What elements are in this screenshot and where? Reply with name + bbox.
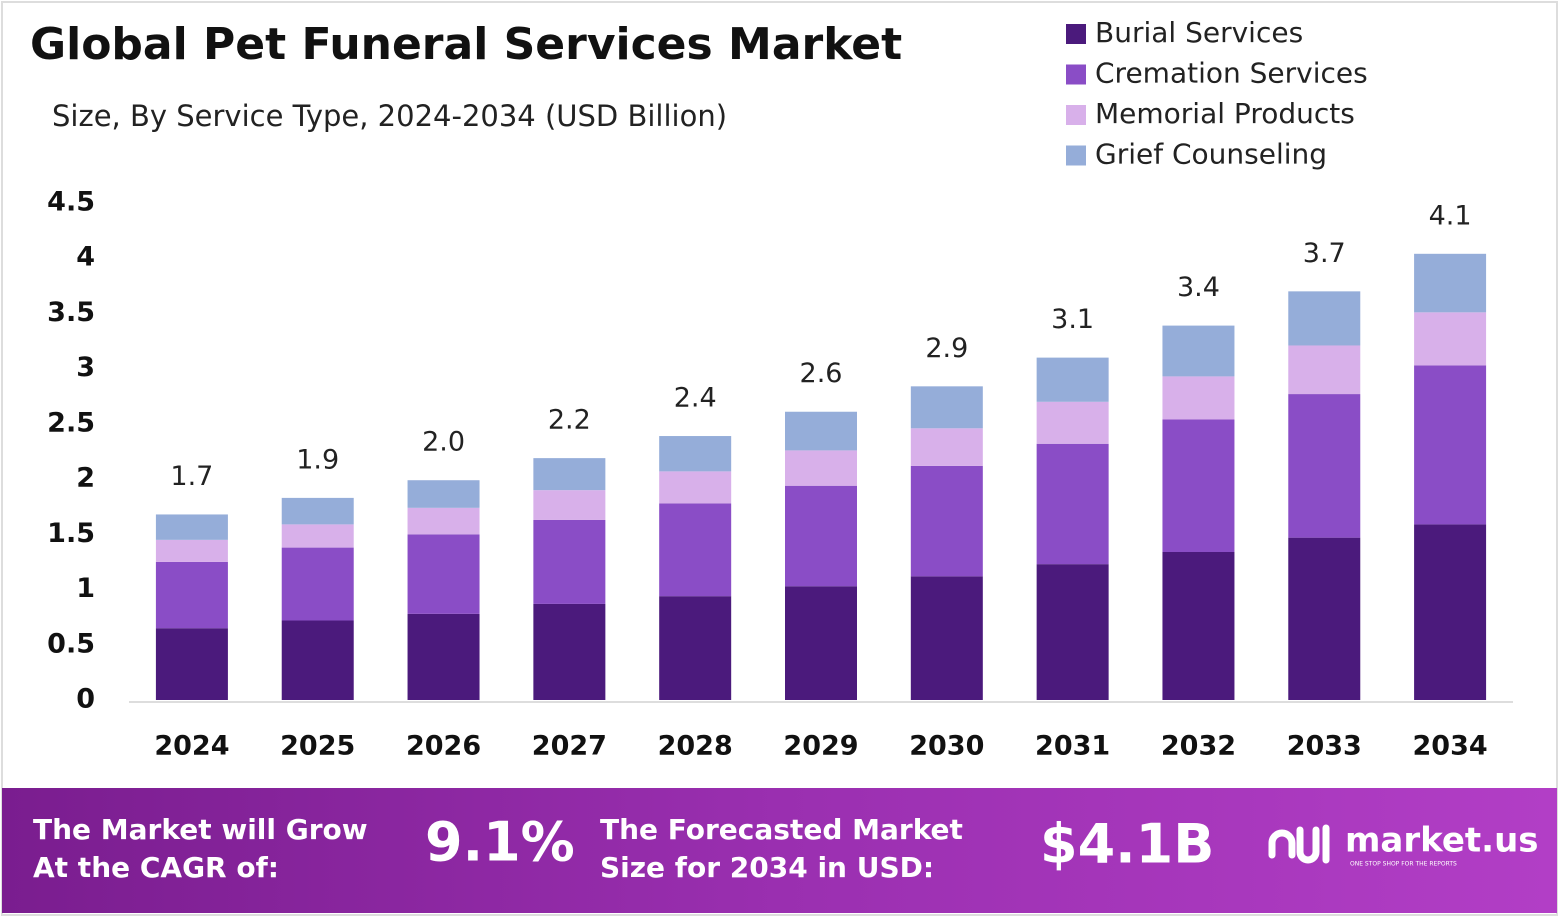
bar-segment — [910, 576, 983, 700]
bar-segment — [1036, 564, 1109, 700]
chart-subtitle: Size, By Service Type, 2024-2034 (USD Bi… — [52, 99, 727, 133]
brand: market.us — [1345, 821, 1539, 861]
legend-label: Memorial Products — [1095, 97, 1355, 130]
bar-segment — [533, 490, 606, 520]
brand-logo — [1268, 824, 1330, 864]
bar-segment — [659, 596, 732, 700]
x-tick-label: 2024 — [154, 731, 229, 762]
bar-segment — [910, 428, 983, 466]
total-label: 1.9 — [296, 444, 339, 475]
brand-tagline: ONE STOP SHOP FOR THE REPORTS — [1350, 861, 1457, 868]
x-tick-label: 2026 — [406, 731, 481, 762]
bar-segment — [281, 547, 354, 621]
bar-segment — [281, 620, 354, 700]
x-tick-label: 2031 — [1035, 731, 1110, 762]
cagr-value: 9.1% — [425, 811, 575, 874]
bar-segment — [533, 603, 606, 700]
bar-segment — [407, 534, 480, 614]
total-label: 3.4 — [1177, 272, 1220, 303]
y-tick-label: 1 — [76, 573, 95, 604]
bar-segment — [155, 628, 228, 700]
bar-segment — [785, 450, 857, 486]
y-tick-label: 4.5 — [47, 187, 95, 218]
y-tick-label: 0.5 — [47, 628, 95, 659]
bar-segment — [785, 485, 857, 587]
x-tick-label: 2025 — [280, 731, 355, 762]
x-tick-label: 2034 — [1413, 731, 1488, 762]
x-tick-label: 2029 — [783, 731, 858, 762]
x-tick-label: 2030 — [909, 731, 984, 762]
bar-segment — [1036, 357, 1109, 402]
bar-segment — [659, 471, 732, 504]
y-tick-label: 2 — [76, 463, 95, 494]
y-tick-label: 2.5 — [47, 407, 95, 438]
x-tick-label: 2033 — [1287, 731, 1362, 762]
bar-segment — [407, 507, 480, 535]
forecast-text: Size for 2034 in USD: — [600, 851, 934, 884]
bar-segment — [1162, 552, 1235, 700]
legend-swatch — [1066, 24, 1086, 44]
forecast-value: $4.1B — [1040, 813, 1214, 876]
legend-swatch — [1066, 145, 1086, 166]
total-label: 4.1 — [1429, 200, 1472, 231]
bar-segment — [659, 503, 732, 597]
x-tick-label: 2027 — [532, 731, 607, 762]
bar-segment — [155, 514, 228, 540]
chart-title: Global Pet Funeral Services Market — [30, 19, 902, 70]
y-tick-label: 3.5 — [47, 297, 95, 328]
bar-segment — [281, 497, 354, 525]
bar-segment — [1036, 401, 1109, 444]
total-label: 2.9 — [925, 333, 968, 364]
bar-segment — [659, 436, 732, 472]
bar-segment — [1162, 376, 1235, 420]
total-label: 2.2 — [548, 405, 591, 436]
legend-swatch — [1066, 105, 1086, 125]
forecast-text: The Forecasted Market — [600, 813, 963, 846]
bar-segment — [1288, 394, 1361, 538]
y-tick-label: 4 — [76, 242, 95, 273]
bar-segment — [533, 519, 606, 604]
bar-segment — [533, 458, 606, 491]
bar-segment — [785, 586, 857, 700]
bar-segment — [155, 561, 228, 629]
bar-segment — [910, 386, 983, 429]
legend-label: Cremation Services — [1095, 57, 1368, 90]
bar-segment — [1414, 312, 1487, 366]
bar-segment — [910, 465, 983, 577]
total-label: 3.7 — [1303, 238, 1346, 269]
bar-segment — [407, 480, 480, 508]
total-label: 2.0 — [422, 427, 465, 458]
cagr-text: At the CAGR of: — [33, 851, 279, 884]
bar-segment — [1162, 325, 1235, 377]
bar-segment — [785, 411, 857, 451]
bar-segment — [1162, 419, 1235, 553]
bar-segment — [281, 524, 354, 548]
bar-segment — [1036, 443, 1109, 565]
bar-segment — [1288, 345, 1361, 395]
bar-segment — [1414, 253, 1487, 313]
bar-segment — [1414, 365, 1487, 525]
total-label: 2.4 — [674, 383, 717, 414]
bar-segment — [155, 539, 228, 562]
legend-label: Grief Counseling — [1095, 138, 1327, 171]
y-tick-label: 1.5 — [47, 518, 95, 549]
bar-segment — [1288, 537, 1361, 700]
total-label: 1.7 — [170, 461, 213, 492]
total-label: 2.6 — [800, 358, 843, 389]
legend-swatch — [1066, 64, 1086, 85]
bar-segment — [407, 613, 480, 700]
y-tick-label: 3 — [76, 352, 95, 383]
total-label: 3.1 — [1051, 304, 1094, 335]
x-tick-label: 2032 — [1161, 731, 1236, 762]
legend-label: Burial Services — [1095, 16, 1303, 49]
bar-segment — [1414, 524, 1487, 700]
x-tick-label: 2028 — [658, 731, 733, 762]
cagr-text: The Market will Grow — [33, 813, 368, 846]
y-tick-label: 0 — [76, 684, 95, 715]
bar-segment — [1288, 291, 1361, 346]
